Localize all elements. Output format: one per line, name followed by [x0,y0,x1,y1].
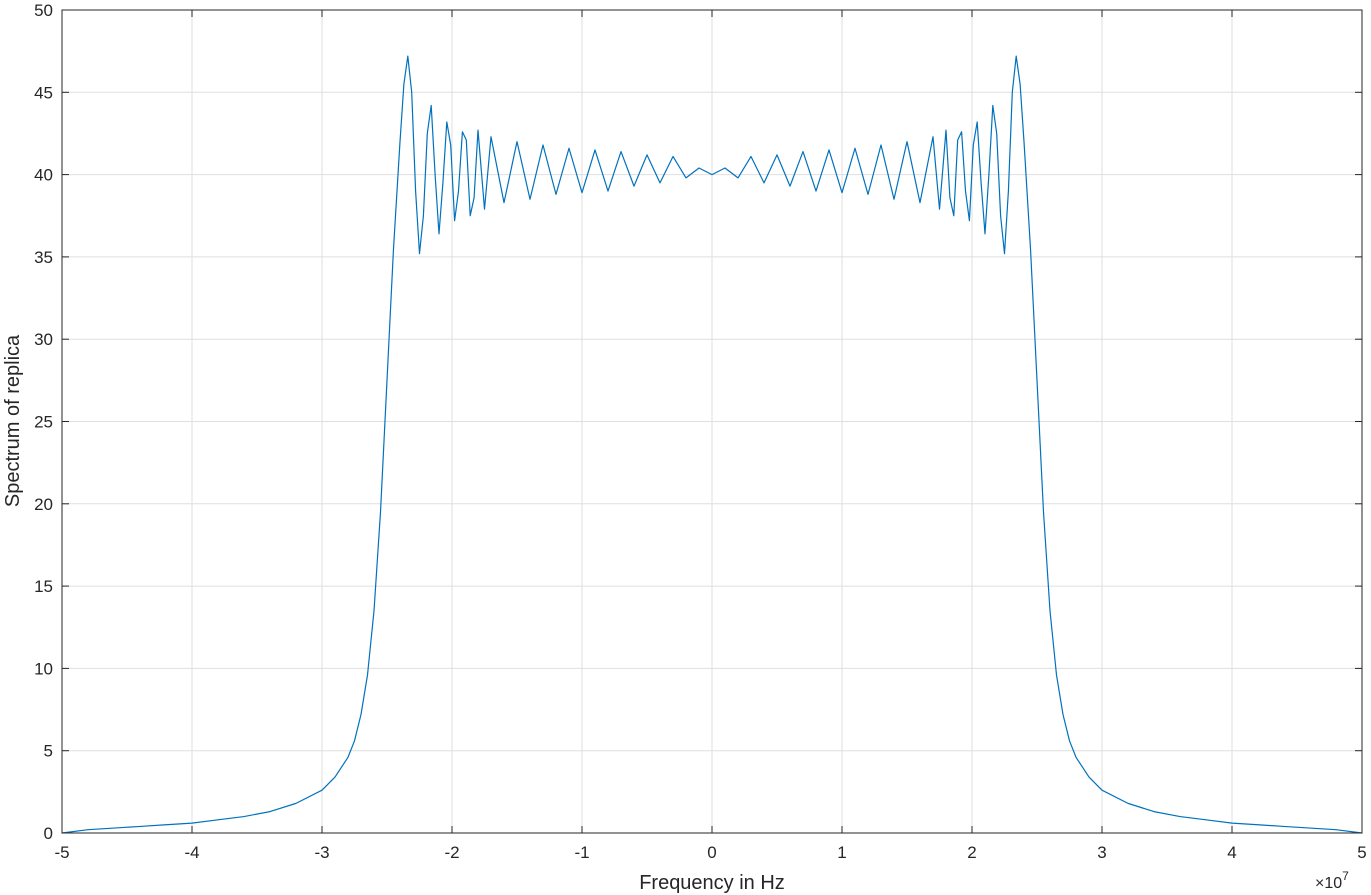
x-tick-label: -3 [314,843,329,862]
y-tick-label: 15 [34,577,53,596]
y-tick-label: 5 [44,742,53,761]
x-tick-label: 5 [1357,843,1366,862]
x-tick-label: 3 [1097,843,1106,862]
y-tick-label: 45 [34,83,53,102]
y-tick-label: 40 [34,166,53,185]
x-tick-label: 2 [967,843,976,862]
y-tick-label: 20 [34,495,53,514]
x-tick-label: -4 [184,843,199,862]
y-tick-label: 50 [34,1,53,20]
x-tick-label: 0 [707,843,716,862]
x-tick-label: -1 [574,843,589,862]
x-exponent-base: ×10 [1315,875,1342,892]
x-exponent-label: ×107 [1315,869,1349,892]
ticks [61,9,1363,834]
x-exponent-power: 7 [1342,869,1349,883]
series-layer [61,55,1363,834]
y-tick-label: 30 [34,330,53,349]
x-tick-label: 1 [837,843,846,862]
x-tick-label: -2 [444,843,459,862]
y-tick-label: 35 [34,248,53,267]
y-tick-label: 10 [34,659,53,678]
y-axis-label: Spectrum of replica [2,334,24,507]
x-tick-label: 4 [1227,843,1236,862]
y-tick-label: 25 [34,413,53,432]
x-axis-label: Frequency in Hz [639,872,785,894]
x-tick-label: -5 [54,843,69,862]
series-line-0 [61,55,1363,834]
y-tick-label: 0 [44,824,53,843]
